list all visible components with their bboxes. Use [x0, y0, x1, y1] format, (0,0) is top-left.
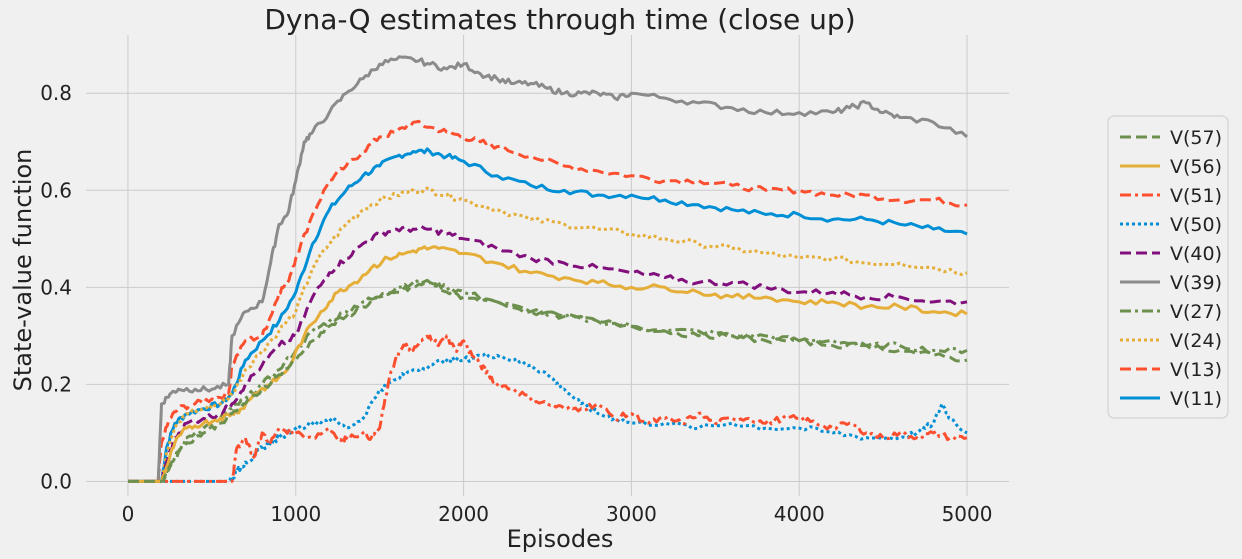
- legend-label: V(50): [1170, 214, 1222, 236]
- legend-label: V(40): [1170, 243, 1222, 265]
- chart-title: Dyna-Q estimates through time (close up): [264, 3, 855, 36]
- x-tick-label: 1000: [270, 502, 321, 526]
- x-axis-label: Episodes: [507, 525, 614, 553]
- legend-label: V(27): [1170, 301, 1222, 323]
- legend-label: V(57): [1170, 127, 1222, 149]
- legend: V(57) V(56) V(51) V(50) V(40) V(39) V(27) V(24)…: [1107, 115, 1229, 419]
- y-tick-labels: 0.0 0.2 0.4 0.6 0.8: [40, 81, 72, 493]
- legend-label: V(56): [1170, 156, 1222, 178]
- series-line-v24: [128, 186, 968, 483]
- legend-box: [1107, 115, 1229, 419]
- y-tick-label: 0.2: [40, 372, 72, 396]
- x-tick-label: 0: [122, 502, 135, 526]
- legend-label: V(24): [1170, 330, 1222, 352]
- series-line-v27: [128, 278, 968, 483]
- series-lines: [128, 55, 968, 483]
- x-tick-label: 5000: [942, 502, 993, 526]
- x-tick-label: 2000: [438, 502, 489, 526]
- x-tick-label: 3000: [606, 502, 657, 526]
- legend-label: V(39): [1170, 272, 1222, 294]
- series-line-v51: [128, 334, 968, 483]
- y-tick-label: 0.6: [40, 178, 72, 202]
- series-line-v56: [128, 245, 968, 483]
- series-line-v39: [128, 55, 968, 483]
- y-axis-label: State-value function: [9, 149, 37, 392]
- series-line-v57: [128, 281, 968, 483]
- y-tick-label: 0.4: [40, 275, 72, 299]
- y-tick-label: 0.0: [40, 469, 72, 493]
- series-line-v40: [128, 224, 968, 483]
- legend-label: V(51): [1170, 185, 1222, 207]
- grid-lines: [86, 35, 1009, 496]
- x-tick-label: 4000: [774, 502, 825, 526]
- x-tick-labels: 0 1000 2000 3000 4000 5000: [122, 502, 993, 526]
- legend-label: V(11): [1170, 388, 1222, 410]
- legend-label: V(13): [1170, 359, 1222, 381]
- series-line-v50: [128, 351, 968, 483]
- y-tick-label: 0.8: [40, 81, 72, 105]
